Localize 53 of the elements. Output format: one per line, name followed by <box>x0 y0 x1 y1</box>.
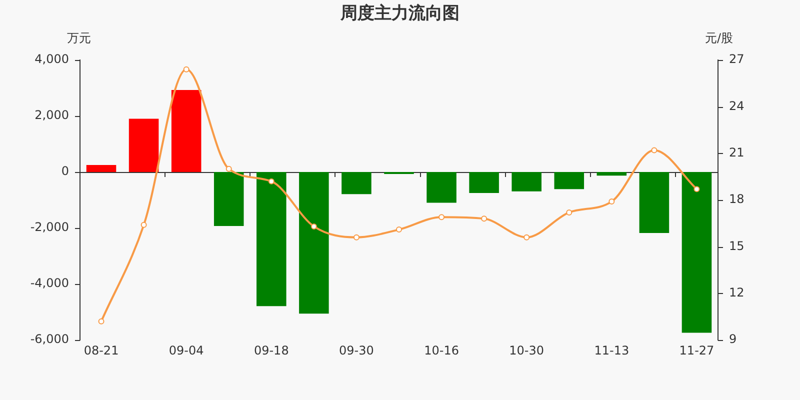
point <box>353 234 360 240</box>
y2-tick-label: 12 <box>729 285 744 300</box>
point <box>268 178 274 184</box>
y-tick-label: -4,000 <box>30 276 69 290</box>
point <box>140 222 147 228</box>
chart-title: 周度主力流向图 <box>340 3 460 24</box>
y2-tick-label: 24 <box>729 98 744 113</box>
bar <box>86 165 116 172</box>
bar <box>554 172 584 190</box>
y2-tick-label: 9 <box>729 332 737 346</box>
y2-tick-label: 21 <box>729 145 744 160</box>
y-axis-title: 万元 <box>67 31 91 46</box>
bar <box>426 172 456 203</box>
point <box>396 226 402 233</box>
point <box>226 166 232 172</box>
bar <box>596 172 627 176</box>
point <box>608 198 615 205</box>
bar <box>342 172 372 194</box>
point <box>481 216 488 222</box>
point <box>651 147 658 154</box>
x-tick-label: 08-21 <box>84 343 119 358</box>
bar <box>299 172 329 314</box>
bar <box>256 172 286 306</box>
y-tick-label: -6,000 <box>30 332 69 346</box>
bar <box>682 172 712 333</box>
bar <box>512 172 542 192</box>
bar <box>469 172 499 193</box>
point <box>566 209 572 216</box>
y-tick-label: 0 <box>61 164 69 178</box>
point <box>694 186 700 192</box>
y2-axis-title: 元/股 <box>704 31 734 46</box>
point <box>183 66 190 72</box>
bar <box>639 172 670 234</box>
y2-tick-label: 27 <box>729 52 744 66</box>
y-tick-label: 4,000 <box>34 52 69 66</box>
y-tick-label: -2,000 <box>30 220 69 234</box>
x-tick-label: 10-16 <box>424 343 459 358</box>
x-tick-label: 11-13 <box>594 343 630 358</box>
x-tick-label: 09-04 <box>168 343 204 358</box>
bar <box>171 90 202 172</box>
point <box>524 234 530 240</box>
x-tick-label: 10-30 <box>509 343 544 358</box>
point <box>438 214 445 220</box>
x-tick-label: 09-18 <box>254 343 289 358</box>
point <box>98 318 104 324</box>
bar <box>214 172 244 226</box>
x-tick-label: 11-27 <box>679 343 714 358</box>
y2-tick-label: 18 <box>729 192 744 206</box>
y2-tick-label: 15 <box>729 238 744 253</box>
bar <box>128 118 159 172</box>
y-tick-label: 2,000 <box>34 108 69 122</box>
x-tick-label: 09-30 <box>339 343 374 358</box>
point <box>310 223 317 230</box>
